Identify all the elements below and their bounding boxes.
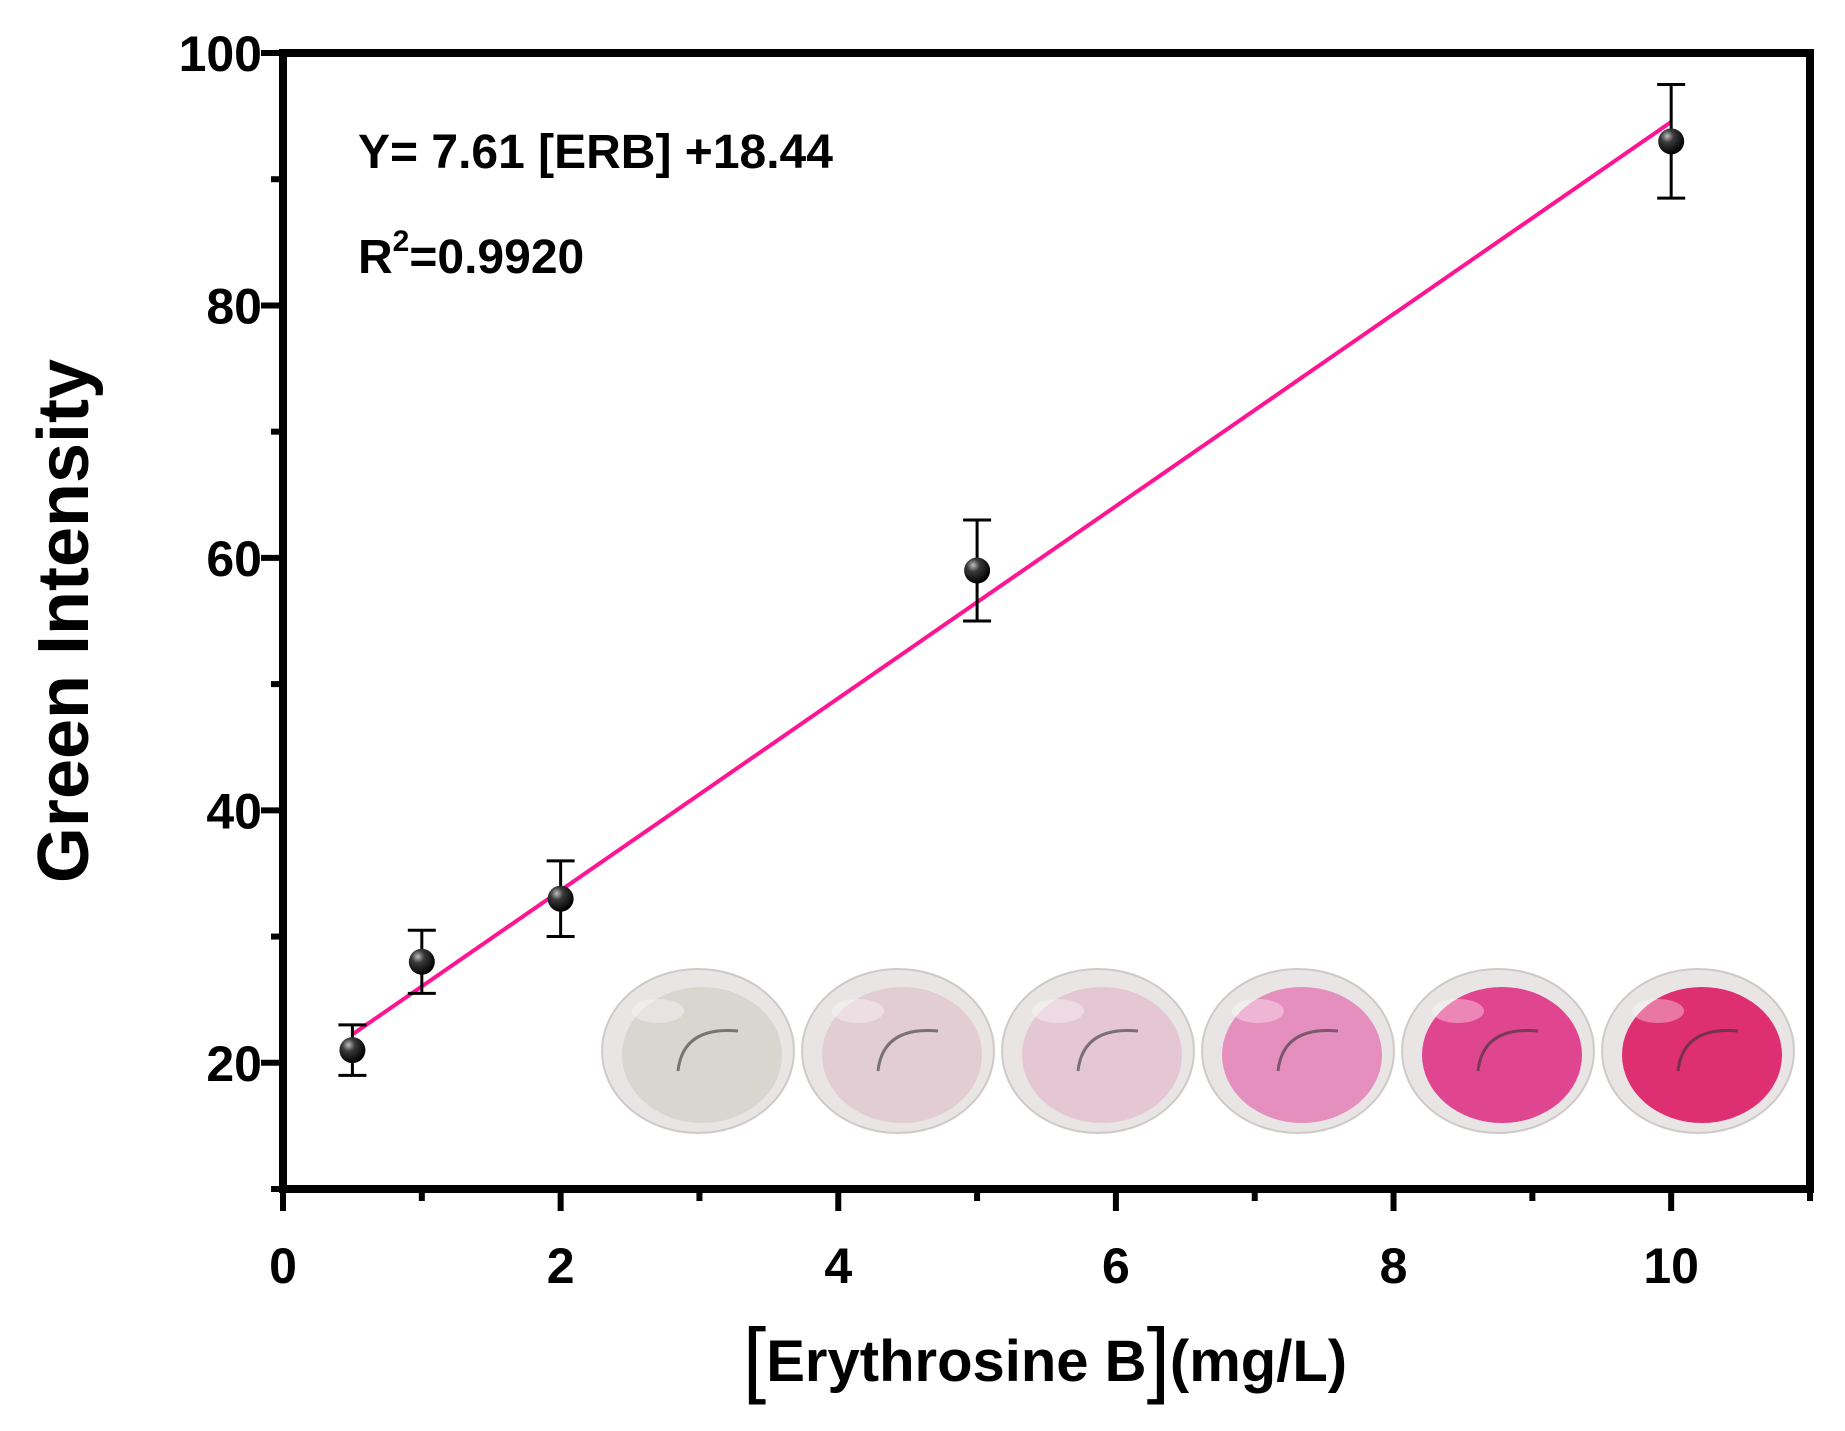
cuvette-liquid — [822, 987, 982, 1123]
cuvette-reflection — [1676, 1029, 1739, 1072]
cuvette — [601, 968, 795, 1134]
cuvette-liquid — [1022, 987, 1182, 1123]
point-marker — [547, 885, 574, 912]
point-marker — [408, 948, 435, 975]
x-title-unit: (mg/L) — [1170, 1329, 1347, 1394]
cuvette-liquid — [622, 987, 782, 1123]
y-tick-label: 100 — [179, 26, 262, 82]
x-tick-labels: 0 2 4 6 8 10 — [269, 1238, 1699, 1294]
y-tick-label: 40 — [206, 783, 262, 839]
cuvette-reflection — [876, 1029, 939, 1072]
r2-value: =0.9920 — [409, 231, 584, 284]
data-point — [1657, 83, 1686, 200]
point-marker — [339, 1037, 366, 1064]
x-tick-label: 8 — [1380, 1238, 1408, 1294]
cuvette-reflection — [1276, 1029, 1339, 1072]
x-title-bracket-close: ] — [1147, 1311, 1170, 1405]
data-points — [338, 83, 1686, 1077]
point-marker — [964, 557, 991, 584]
r2-base: R — [358, 231, 393, 284]
x-axis-title: [Erythrosine B](mg/L) — [743, 1311, 1347, 1405]
fit-line — [351, 120, 1673, 1037]
y-tick-label: 80 — [206, 278, 262, 334]
axis-ticks — [261, 50, 1813, 1211]
y-tick-label: 60 — [206, 531, 262, 587]
data-point — [407, 928, 436, 995]
x-tick-label: 4 — [824, 1238, 852, 1294]
cuvette-liquid — [1422, 987, 1582, 1123]
x-tick-label: 10 — [1643, 1238, 1699, 1294]
cuvette-reflection — [1476, 1029, 1539, 1072]
x-title-text: Erythrosine B — [766, 1329, 1146, 1394]
cuvette-reflection — [676, 1029, 739, 1072]
y-axis-title: Green Intensity — [24, 359, 104, 883]
data-point — [338, 1023, 367, 1077]
point-marker — [1658, 128, 1685, 155]
cuvette-highlight — [1432, 999, 1484, 1023]
data-point — [546, 859, 575, 939]
cuvette-highlight — [632, 999, 684, 1023]
x-tick-label: 2 — [547, 1238, 575, 1294]
r2-superscript: 2 — [393, 225, 410, 258]
cuvette — [1401, 968, 1595, 1134]
cuvette — [1001, 968, 1195, 1134]
x-tick-label: 0 — [269, 1238, 297, 1294]
cuvette-highlight — [1632, 999, 1684, 1023]
plot-frame — [279, 49, 1814, 1193]
cuvette-highlight — [1032, 999, 1084, 1023]
cuvette-liquid — [1622, 987, 1782, 1123]
x-title-bracket-open: [ — [743, 1311, 766, 1405]
cuvette-highlight — [1232, 999, 1284, 1023]
cuvette-inset — [601, 968, 1795, 1134]
cuvette-reflection — [1076, 1029, 1139, 1072]
equation-annotation: Y= 7.61 [ERB] +18.44 — [358, 126, 833, 179]
cuvette — [1601, 968, 1795, 1134]
cuvette — [1201, 968, 1395, 1134]
cuvette-highlight — [832, 999, 884, 1023]
r2-annotation: R2=0.9920 — [358, 225, 584, 284]
y-tick-labels: 20 40 60 80 100 — [179, 26, 262, 1092]
cuvette — [801, 968, 995, 1134]
data-point — [963, 518, 992, 623]
cuvette-liquid — [1222, 987, 1382, 1123]
y-tick-label: 20 — [206, 1036, 262, 1092]
x-tick-label: 6 — [1102, 1238, 1130, 1294]
